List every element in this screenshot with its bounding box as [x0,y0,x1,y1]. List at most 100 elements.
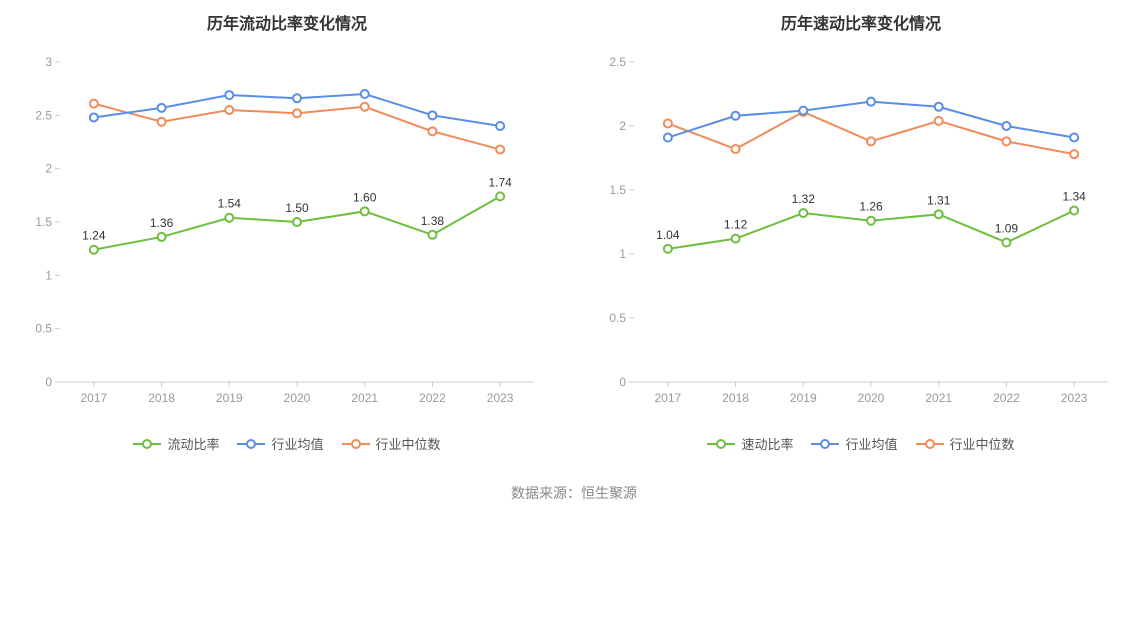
data-label: 1.74 [488,175,512,189]
charts-row: 历年流动比率变化情况 00.511.522.532017201820192020… [20,10,1128,453]
series-marker-avg [935,103,943,111]
y-tick-label: 2.5 [609,55,626,69]
series-marker-median [428,127,436,135]
data-label: 1.50 [285,201,309,215]
series-marker-avg [1002,122,1010,130]
legend-label-main: 速动比率 [741,434,793,453]
legend-item-main: 速动比率 [707,434,793,453]
chart-panel-quick-ratio: 历年速动比率变化情况 00.511.522.520172018201920202… [594,10,1128,453]
source-value: 恒生聚源 [581,485,637,501]
legend-label-main: 流动比率 [167,434,219,453]
x-tick-label: 2020 [858,391,885,405]
x-tick-label: 2018 [148,391,175,405]
series-marker-avg [90,113,98,121]
legend-item-avg: 行业均值 [811,434,897,453]
legend-item-avg: 行业均值 [237,434,323,453]
legend-item-median: 行业中位数 [916,434,1015,453]
series-marker-avg [496,122,504,130]
chart-panel-current-ratio: 历年流动比率变化情况 00.511.522.532017201820192020… [20,10,554,453]
y-tick-label: 2 [619,119,626,133]
legend-swatch-main [133,437,161,451]
data-label: 1.32 [792,192,816,206]
chart-area-left: 00.511.522.53201720182019202020212022202… [20,52,554,412]
series-marker-median [90,100,98,108]
series-marker-main [158,233,166,241]
data-label: 1.60 [353,190,377,204]
series-marker-main [867,217,875,225]
legend-swatch-median [916,437,944,451]
series-marker-avg [158,104,166,112]
y-tick-label: 0.5 [35,322,52,336]
series-marker-avg [1070,134,1078,142]
chart-svg: 00.511.522.52017201820192020202120222023… [594,52,1128,412]
series-marker-avg [428,111,436,119]
data-label: 1.09 [995,221,1019,235]
y-tick-label: 3 [45,55,52,69]
x-tick-label: 2022 [993,391,1020,405]
y-tick-label: 1 [45,268,52,282]
series-marker-avg [867,98,875,106]
series-marker-main [90,246,98,254]
x-tick-label: 2023 [1061,391,1088,405]
series-marker-main [732,235,740,243]
y-tick-label: 0.5 [609,311,626,325]
series-marker-main [1002,238,1010,246]
y-tick-label: 2 [45,162,52,176]
series-marker-main [664,245,672,253]
x-tick-label: 2020 [284,391,311,405]
series-marker-median [1002,137,1010,145]
data-label: 1.34 [1062,189,1086,203]
series-marker-main [361,207,369,215]
legend-label-avg: 行业均值 [845,434,897,453]
data-label: 1.12 [724,218,748,232]
legend-item-median: 行业中位数 [342,434,441,453]
data-label: 1.04 [656,228,680,242]
series-marker-main [428,231,436,239]
series-marker-main [1070,206,1078,214]
y-tick-label: 1.5 [609,183,626,197]
series-marker-median [496,145,504,153]
legend-swatch-avg [811,437,839,451]
series-marker-avg [732,112,740,120]
legend-label-median: 行业中位数 [950,434,1015,453]
x-tick-label: 2022 [419,391,446,405]
y-tick-label: 0 [619,375,626,389]
data-label: 1.38 [421,214,445,228]
series-marker-main [225,214,233,222]
chart-svg: 00.511.522.53201720182019202020212022202… [20,52,554,412]
x-tick-label: 2019 [216,391,243,405]
data-label: 1.24 [82,229,106,243]
data-label: 1.31 [927,193,951,207]
x-tick-label: 2018 [722,391,749,405]
data-label: 1.36 [150,216,174,230]
series-marker-median [225,106,233,114]
x-tick-label: 2023 [487,391,514,405]
x-tick-label: 2021 [351,391,378,405]
series-marker-median [361,103,369,111]
x-tick-label: 2021 [925,391,952,405]
chart-area-right: 00.511.522.52017201820192020202120222023… [594,52,1128,412]
series-marker-avg [664,134,672,142]
data-source-footer: 数据来源：恒生聚源 [20,483,1128,503]
series-marker-median [1070,150,1078,158]
series-marker-median [935,117,943,125]
y-tick-label: 1 [619,247,626,261]
y-tick-label: 0 [45,375,52,389]
chart-title-right: 历年速动比率变化情况 [594,10,1128,34]
legend-label-median: 行业中位数 [376,434,441,453]
legend-right: 速动比率 行业均值 行业中位数 [594,434,1128,453]
data-label: 1.54 [218,197,242,211]
series-marker-avg [293,94,301,102]
series-marker-avg [225,91,233,99]
chart-title-left: 历年流动比率变化情况 [20,10,554,34]
series-marker-main [496,192,504,200]
y-tick-label: 1.5 [35,215,52,229]
x-tick-label: 2019 [790,391,817,405]
series-marker-median [664,119,672,127]
series-marker-main [293,218,301,226]
series-marker-main [799,209,807,217]
series-marker-median [158,118,166,126]
series-marker-avg [799,107,807,115]
data-label: 1.26 [859,200,883,214]
series-line-avg [668,102,1074,138]
